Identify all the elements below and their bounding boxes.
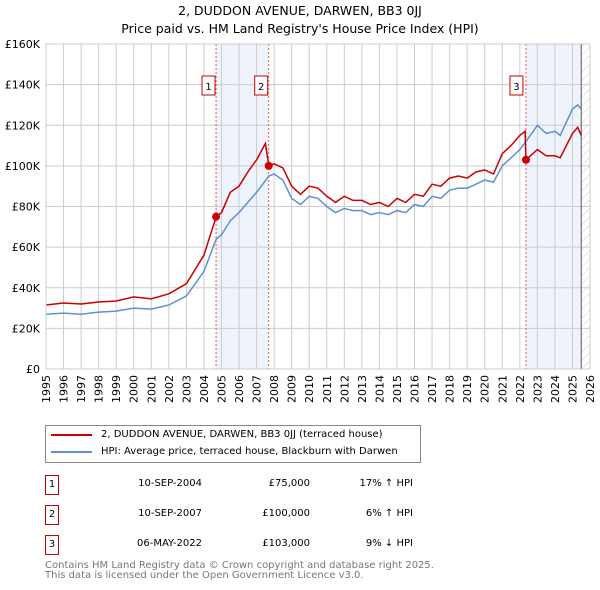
sale-row: 1 10-SEP-2004 £75,000 17% ↑ HPI <box>45 475 445 495</box>
x-tick-label: 2016 <box>409 375 422 403</box>
sale-label-box <box>509 75 524 96</box>
sale-badge: 3 <box>45 535 59 555</box>
y-tick-label: £40K <box>12 282 41 295</box>
x-tick-label: 2012 <box>338 375 351 403</box>
sale-price: £75,000 <box>268 478 310 489</box>
y-tick-label: £20K <box>12 322 41 335</box>
x-tick-label: 2015 <box>391 375 404 403</box>
x-tick-label: 2019 <box>461 375 474 403</box>
sale-label: 1 <box>205 82 211 93</box>
price-chart: 1995 1996 1997 1998 1999 2000 2001 2002 2003 2004… <box>5 38 597 403</box>
sale-price: £103,000 <box>262 538 310 549</box>
x-tick-label: 2023 <box>531 375 544 403</box>
x-tick-label: 1999 <box>110 375 123 403</box>
y-tick-label: £140K <box>5 79 41 92</box>
sale-price: £100,000 <box>262 508 310 519</box>
x-tick-label: 1995 <box>40 375 53 403</box>
sale-date: 06-MAY-2022 <box>136 538 202 549</box>
sale-point <box>212 212 221 221</box>
x-tick-label: 2014 <box>373 375 386 403</box>
sale-label: 3 <box>513 82 519 93</box>
plot-frame <box>45 43 591 370</box>
x-tick-label: 2018 <box>444 375 457 403</box>
sale-point <box>521 155 530 164</box>
sale-label-box <box>201 75 216 96</box>
y-tick-label: £0 <box>26 363 40 376</box>
x-tick-label: 2001 <box>145 375 158 403</box>
x-tick-label: 1997 <box>75 375 88 403</box>
x-tick-label: 2013 <box>356 375 369 403</box>
x-tick-label: 2017 <box>426 375 439 403</box>
y-tick-label: £100K <box>5 160 41 173</box>
footer-line: This data is licensed under the Open Gov… <box>45 570 364 581</box>
x-tick-label: 2000 <box>128 375 141 403</box>
x-tick-label: 1998 <box>93 375 106 403</box>
legend-swatch-blue <box>51 451 92 453</box>
y-tick-label: £80K <box>12 201 41 214</box>
x-tick-label: 2003 <box>180 375 193 403</box>
x-tick-label: 1996 <box>58 375 71 403</box>
y-tick-label: £120K <box>5 119 41 132</box>
sale-row: 2 10-SEP-2007 £100,000 6% ↑ HPI <box>45 505 445 525</box>
x-tick-label: 2022 <box>514 375 527 403</box>
x-tick-label: 2011 <box>321 375 334 403</box>
legend: 2, DUDDON AVENUE, DARWEN, BB3 0JJ (terra… <box>45 425 421 463</box>
x-tick-label: 2006 <box>233 375 246 403</box>
legend-label: HPI: Average price, terraced house, Blac… <box>101 446 398 457</box>
x-tick-label: 2020 <box>479 375 492 403</box>
y-tick-label: £60K <box>12 241 41 254</box>
sale-hpi-diff: 17% ↑ HPI <box>359 478 413 489</box>
sale-date: 10-SEP-2004 <box>138 478 202 489</box>
legend-swatch-red <box>51 434 92 436</box>
sale-date: 10-SEP-2007 <box>138 508 202 519</box>
sale-hpi-diff: 9% ↓ HPI <box>365 538 413 549</box>
series-line <box>45 103 582 315</box>
x-tick-label: 2010 <box>303 375 316 403</box>
x-tick-label: 2007 <box>251 375 264 403</box>
x-tick-label: 2002 <box>163 375 176 403</box>
sale-badge: 1 <box>45 475 59 495</box>
x-tick-label: 2005 <box>215 375 228 403</box>
x-tick-label: 2009 <box>286 375 299 403</box>
sale-row: 3 06-MAY-2022 £103,000 9% ↓ HPI <box>45 535 445 555</box>
sale-point <box>264 161 273 170</box>
footer-line: Contains HM Land Registry data © Crown c… <box>45 560 434 571</box>
sale-badge: 2 <box>45 505 59 525</box>
y-tick-label: £160K <box>5 38 41 51</box>
sale-label-box <box>254 75 269 96</box>
x-tick-label: 2024 <box>549 375 562 403</box>
footer: Contains HM Land Registry data © Crown c… <box>45 561 434 581</box>
x-tick-label: 2008 <box>268 375 281 403</box>
series-line <box>45 125 582 306</box>
chart-subtitle: Price paid vs. HM Land Registry's House … <box>121 21 479 36</box>
x-tick-label: 2026 <box>584 375 597 403</box>
sale-label: 2 <box>258 82 264 93</box>
chart-title: 2, DUDDON AVENUE, DARWEN, BB3 0JJ <box>178 3 422 18</box>
x-tick-label: 2025 <box>566 375 579 403</box>
x-tick-label: 2004 <box>198 375 211 403</box>
x-tick-label: 2021 <box>496 375 509 403</box>
sale-hpi-diff: 6% ↑ HPI <box>365 508 413 519</box>
legend-label: 2, DUDDON AVENUE, DARWEN, BB3 0JJ (terra… <box>101 429 383 440</box>
